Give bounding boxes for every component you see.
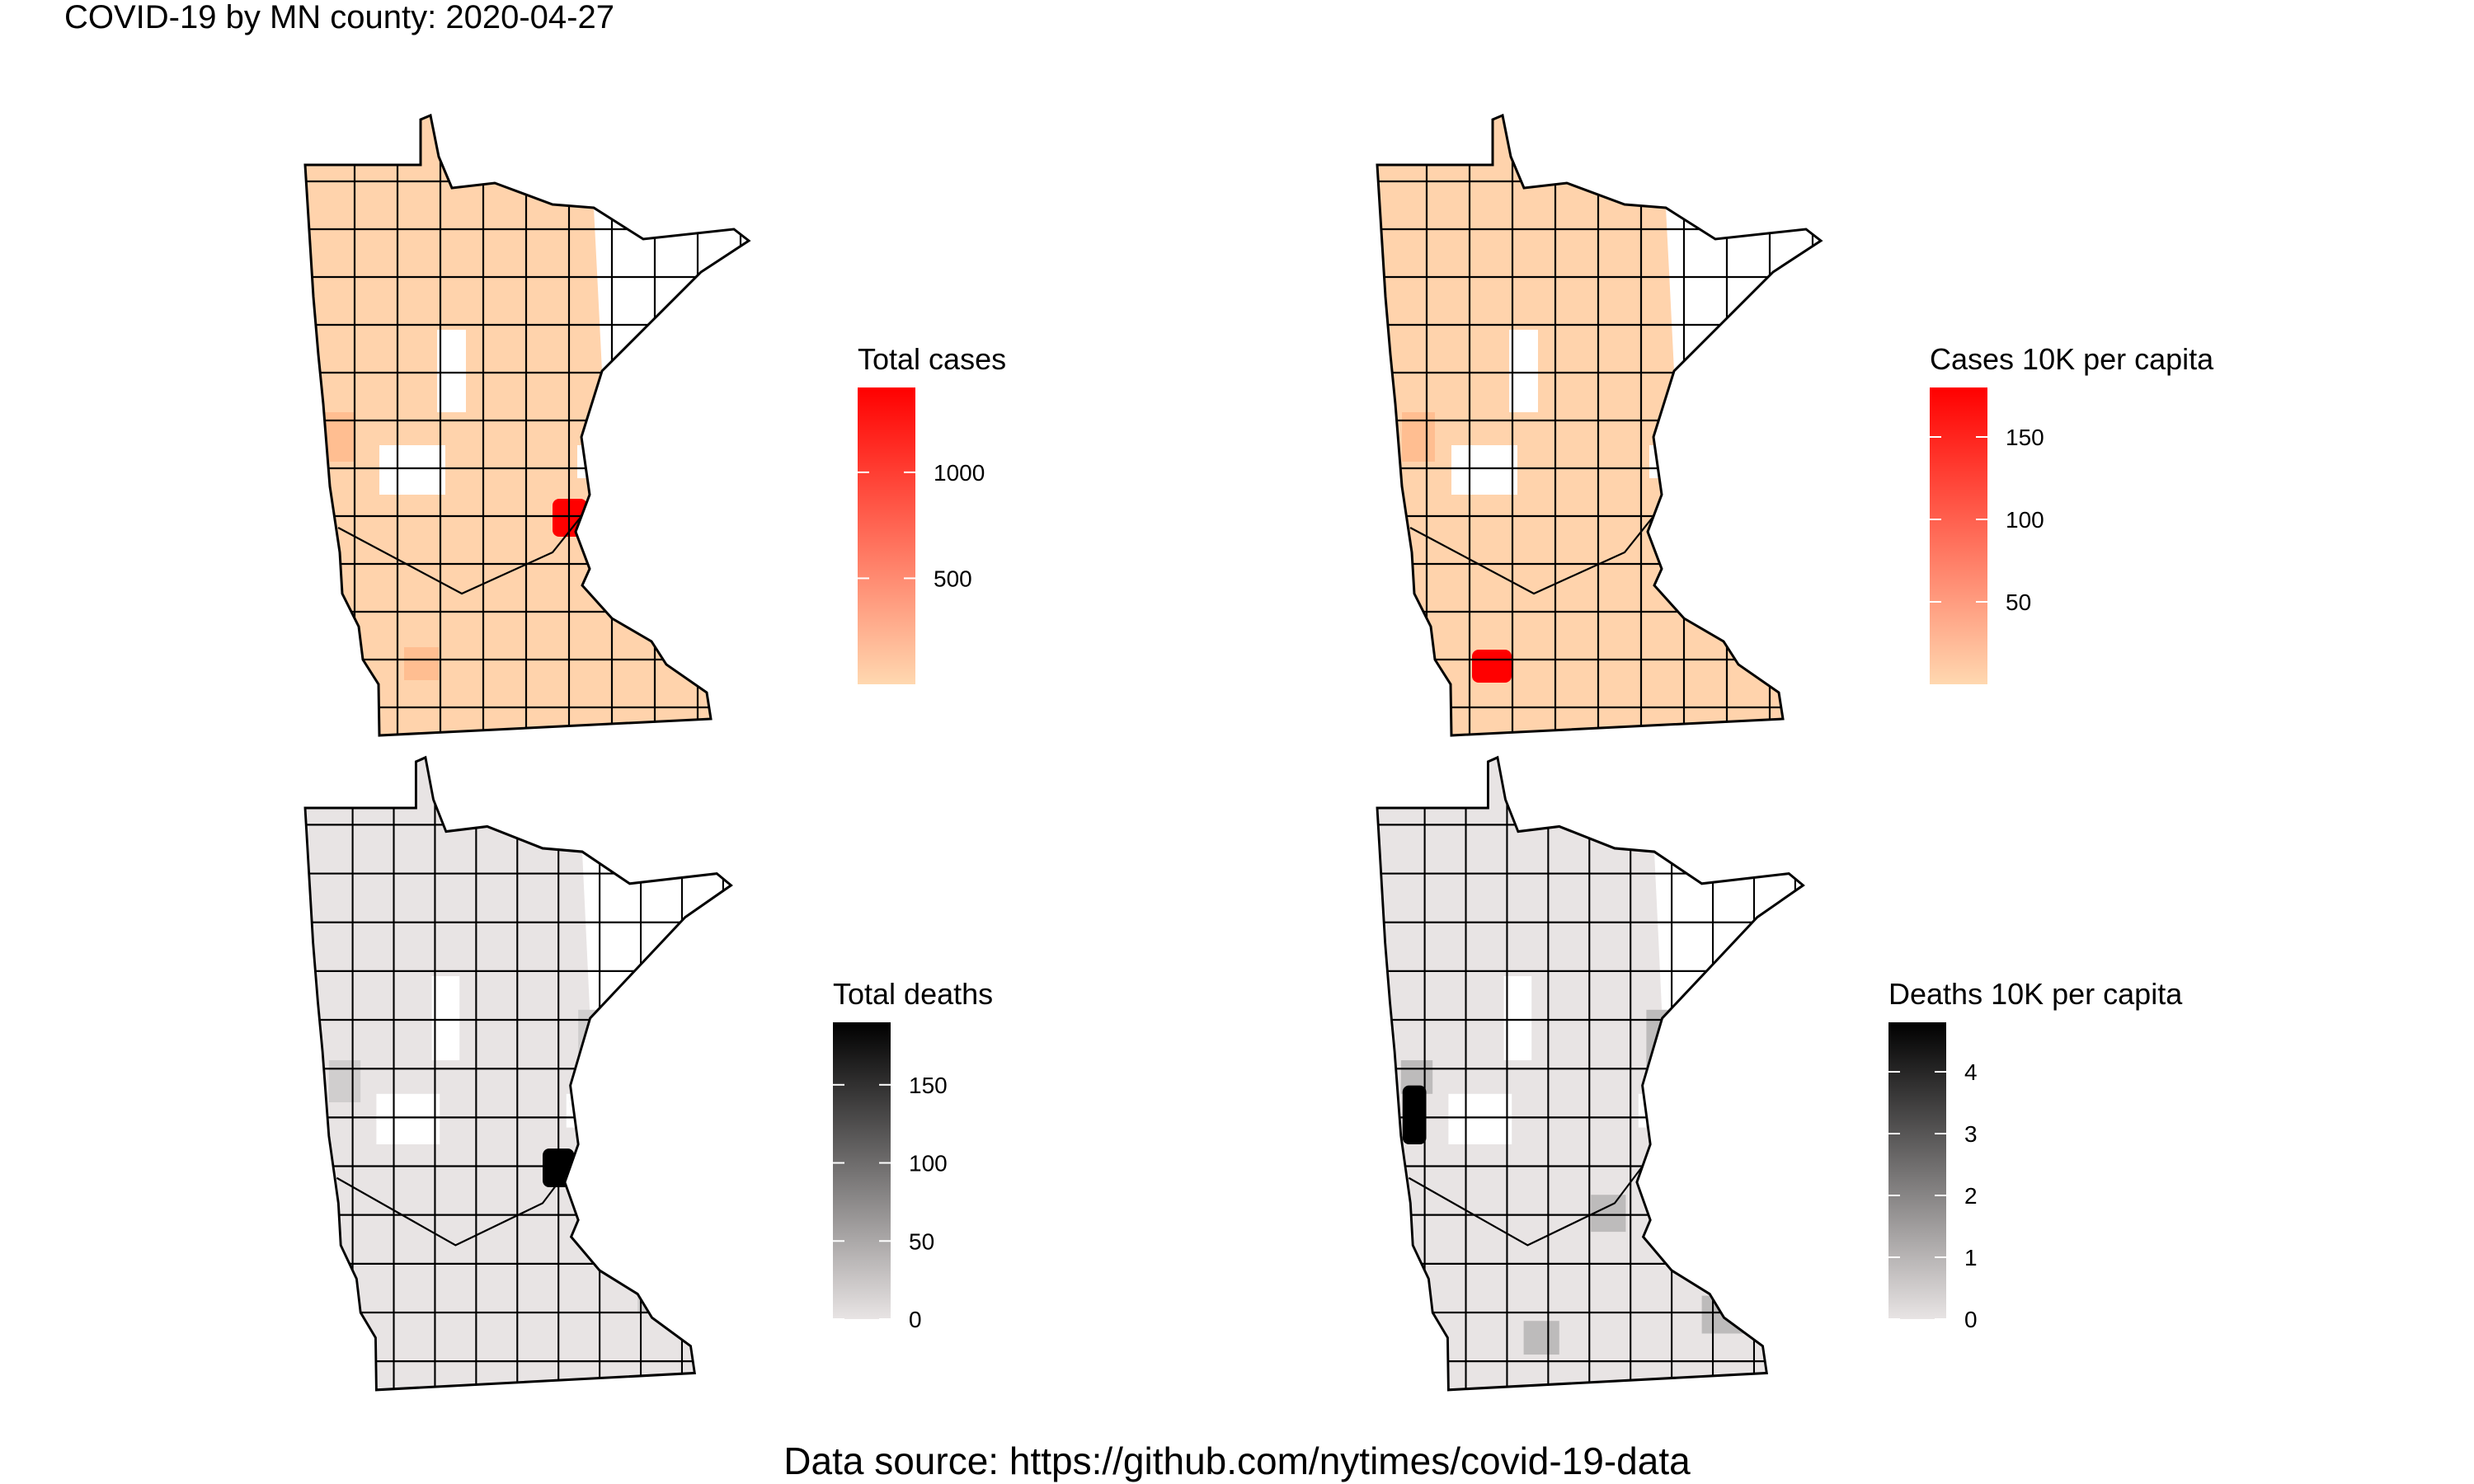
county-moderate: [635, 594, 672, 627]
county-missing: [1666, 208, 1821, 371]
legend-tick-label: 1000: [934, 460, 985, 486]
panel-cases-per-capita: Cases 10K per capita 50 100 150: [1376, 113, 2214, 737]
county-moderate: [637, 1279, 674, 1313]
panel-total-deaths: Total deaths 0 50 100 150: [303, 755, 993, 1392]
legend-tick-label: 50: [909, 1228, 934, 1254]
figure-title: COVID-19 by MN county: 2020-04-27: [64, 0, 614, 35]
legend-colorbar: [1888, 1022, 1946, 1319]
legend-tick-label: 2: [1964, 1183, 1978, 1209]
legend-tick-label: 100: [909, 1151, 948, 1176]
legend-colorbar: [858, 387, 915, 684]
panel-deaths-per-capita: Deaths 10K per capita 0 1 2 3 4: [1376, 755, 2183, 1392]
state-outline: [303, 113, 751, 737]
legend-colorbar: [1930, 387, 1987, 684]
legend-colorbar: [833, 1022, 891, 1319]
county-missing: [1448, 1093, 1512, 1144]
legend-title: Total cases: [858, 342, 1006, 376]
legend-total-deaths: Total deaths 0 50 100 150: [833, 977, 993, 1332]
county-missing: [376, 1093, 440, 1144]
map-cases-per-capita: [1376, 113, 1823, 737]
county-missing: [379, 445, 445, 495]
legend-deaths-per-capita: Deaths 10K per capita 0 1 2 3 4: [1888, 977, 2183, 1332]
county-missing: [1654, 852, 1804, 1018]
county-moderate: [1646, 1009, 1694, 1128]
legend-title: Deaths 10K per capita: [1888, 977, 2183, 1011]
county-missing: [594, 208, 749, 371]
state-outline: [1376, 755, 1805, 1392]
county-moderate: [1523, 1321, 1559, 1355]
legend-total-cases: Total cases 500 1000: [858, 342, 1006, 684]
legend-tick-label: 0: [1964, 1307, 1978, 1332]
county-moderate: [578, 1009, 622, 1128]
legend-tick-label: 3: [1964, 1121, 1978, 1147]
legend-tick-label: 4: [1964, 1059, 1978, 1085]
county-missing: [566, 1093, 590, 1128]
county-missing: [1649, 445, 1674, 478]
state-outline: [1376, 113, 1823, 737]
county-missing: [1451, 445, 1517, 495]
county-missing: [437, 330, 466, 412]
data-source-caption: Data source: https://github.com/nytimes/…: [783, 1439, 1691, 1482]
legend-tick-label: 100: [2006, 507, 2044, 533]
panel-total-cases: Total cases 500 1000: [303, 113, 1006, 737]
map-total-deaths: [303, 755, 733, 1392]
legend-tick-label: 0: [909, 1307, 922, 1332]
legend-tick-label: 1: [1964, 1245, 1978, 1270]
county-moderate: [1591, 1195, 1626, 1233]
legend-title: Total deaths: [833, 977, 993, 1011]
legend-tick-label: 150: [909, 1073, 948, 1098]
map-total-cases: [303, 113, 751, 737]
legend-tick-label: 150: [2006, 425, 2044, 450]
state-outline: [303, 755, 733, 1392]
county-missing: [1503, 976, 1532, 1060]
county-high: [1472, 650, 1512, 683]
county-missing: [1509, 330, 1538, 412]
legend-cases-per-capita: Cases 10K per capita 50 100 150: [1930, 342, 2214, 684]
county-moderate: [328, 1060, 361, 1102]
legend-tick-label: 50: [2006, 589, 2031, 615]
county-missing: [577, 445, 602, 478]
legend-tick-label: 500: [934, 566, 972, 591]
county-missing: [1638, 1093, 1663, 1128]
county-missing: [582, 852, 731, 1018]
county-high: [1402, 1085, 1427, 1144]
county-missing: [431, 976, 460, 1060]
map-deaths-per-capita: [1376, 755, 1805, 1392]
county-moderate: [404, 647, 439, 680]
legend-title: Cases 10K per capita: [1930, 342, 2214, 376]
county-moderate: [1682, 437, 1719, 486]
